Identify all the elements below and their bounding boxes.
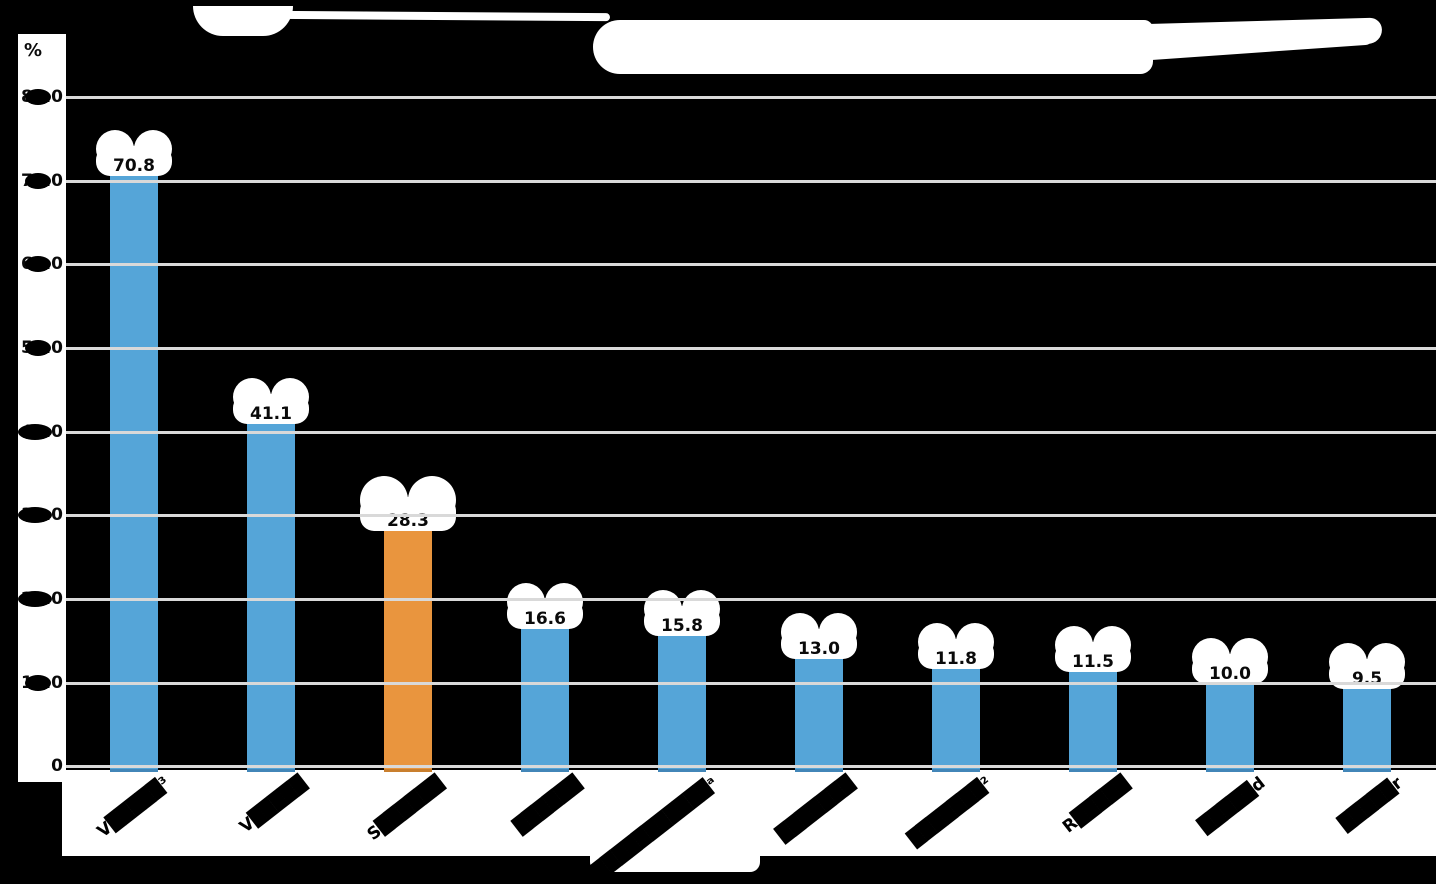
gridline-60 (65, 263, 1436, 266)
y-tick: 60.0 (19, 253, 63, 275)
value-cloud: 11.8 (918, 623, 994, 669)
value-cloud: 15.8 (644, 590, 720, 636)
baseline (65, 765, 1436, 768)
value-label: 11.5 (1072, 652, 1114, 672)
redaction-blob (25, 89, 51, 105)
y-tick-label: 0 (51, 756, 63, 776)
bar-10 (1343, 684, 1391, 772)
value-label: 15.8 (661, 616, 703, 636)
bar-4 (521, 624, 569, 772)
redaction-blob (25, 173, 51, 189)
gridline-30 (65, 514, 1436, 517)
bar-6 (795, 654, 843, 772)
bar-3-highlighted (384, 526, 432, 772)
value-label: 16.6 (524, 609, 566, 629)
bar-7 (932, 664, 980, 772)
value-cloud: 13.0 (781, 613, 857, 659)
value-cloud: 41.1 (233, 378, 309, 424)
y-axis: % 80.0 70.0 60.0 50.0 40.0 30.0 20.0 10.… (18, 34, 66, 782)
redaction-blob (18, 424, 52, 440)
gridline-70 (65, 180, 1436, 183)
value-label: 9.5 (1351, 669, 1383, 689)
redaction-blob (25, 256, 51, 272)
y-tick: 0 (19, 755, 63, 777)
value-label: 10.0 (1209, 664, 1251, 684)
x-axis (590, 856, 760, 872)
y-axis-unit-label: % (24, 40, 43, 61)
gridline-10 (65, 682, 1436, 685)
value-cloud: 16.6 (507, 583, 583, 629)
redaction-blob (18, 507, 52, 523)
y-tick: 30.0 (18, 504, 63, 526)
bar-9 (1206, 679, 1254, 772)
gridline-40 (65, 431, 1436, 434)
y-tick: 80.0 (19, 86, 63, 108)
value-cloud: 10.0 (1192, 638, 1268, 684)
y-tick: 20.0 (18, 588, 63, 610)
redaction-blob (25, 340, 51, 356)
y-tick: 70.0 (19, 170, 63, 192)
title-highlight-shape (275, 10, 611, 22)
gridline-20 (65, 598, 1436, 601)
y-tick: 50.0 (19, 337, 63, 359)
value-label: 70.8 (113, 156, 155, 176)
redaction-blob (18, 591, 52, 607)
value-cloud: 11.5 (1055, 626, 1131, 672)
gridline-80 (65, 96, 1436, 99)
y-tick: 40.0 (18, 421, 63, 443)
value-label: 13.0 (798, 639, 840, 659)
y-tick: 10.0 (19, 672, 63, 694)
redaction-blob (25, 675, 51, 691)
gridline-50 (65, 347, 1436, 350)
bar-1 (110, 171, 158, 772)
value-cloud: 70.8 (96, 130, 172, 176)
value-label: 41.1 (250, 404, 292, 424)
value-label: 11.8 (935, 649, 977, 669)
bar-5 (658, 631, 706, 772)
bar-2 (247, 419, 295, 772)
x-axis (62, 770, 1436, 856)
title-highlight-shape (593, 20, 1153, 74)
